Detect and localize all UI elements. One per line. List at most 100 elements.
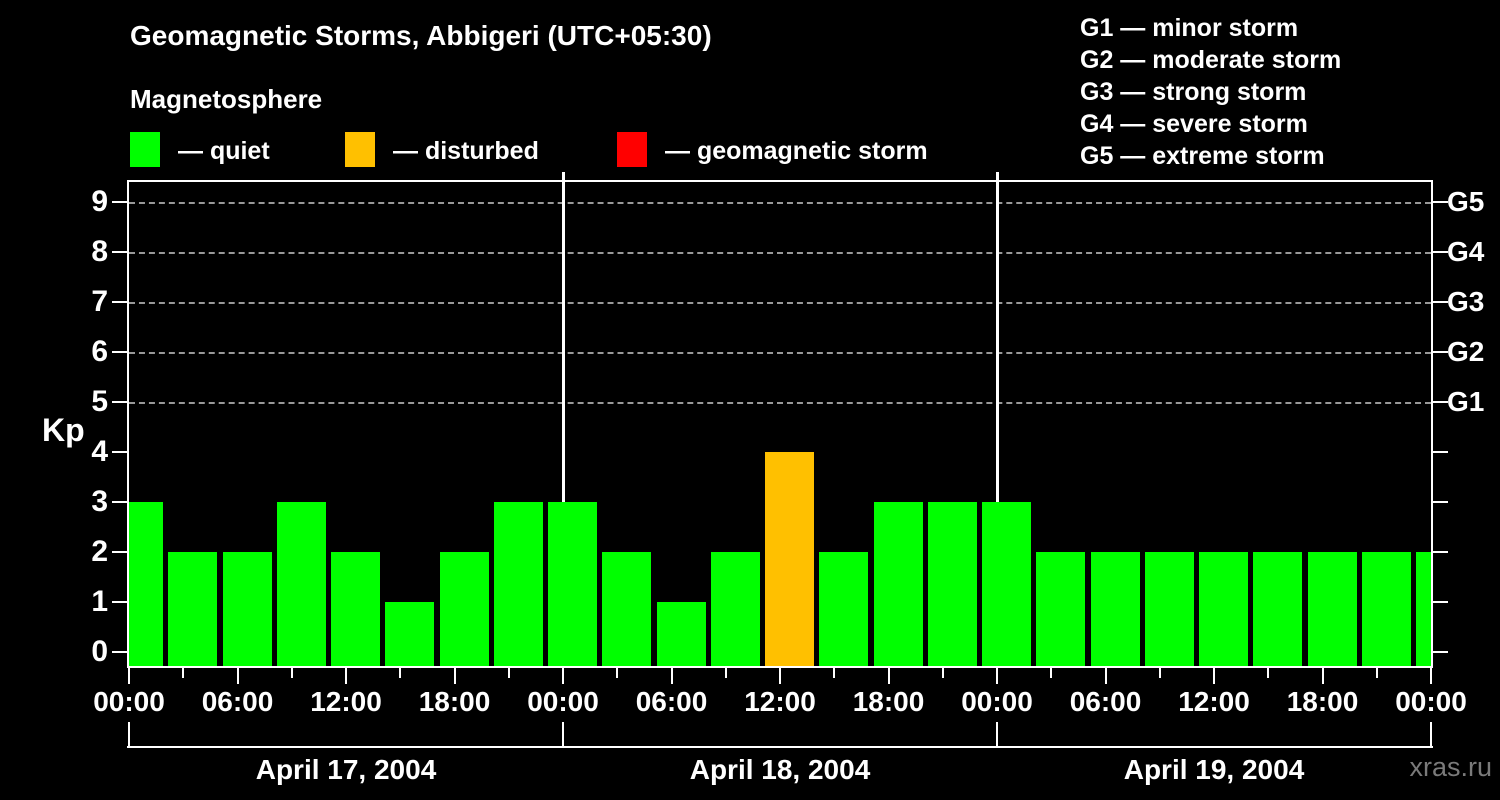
- x-axis-tick: [1050, 668, 1053, 678]
- x-tick-label: 12:00: [310, 686, 382, 717]
- right-axis-tick: [1433, 301, 1448, 303]
- g-legend-line-g4: G4 — severe storm: [1080, 110, 1308, 138]
- date-bracket-tick: [562, 722, 564, 748]
- kp-bar: [168, 552, 218, 666]
- right-axis-tick: [1433, 451, 1448, 453]
- x-tick-label: 18:00: [418, 686, 491, 717]
- date-label: April 18, 2004: [689, 754, 871, 785]
- g-legend-line-g1: G1 — minor storm: [1080, 14, 1299, 42]
- kp-bar: [656, 602, 706, 666]
- kp-bar: [819, 552, 869, 666]
- page-title: Geomagnetic Storms, Abbigeri (UTC+05:30): [130, 20, 712, 51]
- x-axis-tick: [1321, 668, 1324, 684]
- x-axis-tick: [779, 668, 781, 684]
- x-axis-tick: [833, 668, 836, 678]
- x-tick-label: 06:00: [1069, 686, 1142, 717]
- x-axis-tick: [562, 668, 564, 684]
- watermark: xras.ru: [1409, 752, 1492, 782]
- kp-bar: [493, 502, 543, 666]
- legend-label-disturbed: — disturbed: [393, 137, 539, 165]
- y-tick-label: 9: [91, 185, 108, 218]
- date-label: April 19, 2004: [1123, 754, 1305, 785]
- y-axis-tick: [112, 401, 127, 403]
- kp-bar: [1361, 552, 1411, 666]
- g-legend-line-g2: G2 — moderate storm: [1080, 46, 1342, 74]
- x-axis-tick: [345, 668, 347, 684]
- x-axis-tick: [1213, 668, 1215, 684]
- right-axis-label-g2: G2: [1447, 336, 1485, 367]
- kp-bar: [1199, 552, 1248, 666]
- y-tick-label: 8: [91, 235, 108, 268]
- legend-label-quiet: — quiet: [178, 137, 270, 165]
- x-axis-tick: [996, 668, 998, 684]
- kp-bar: [1416, 552, 1431, 666]
- kp-bar: [602, 552, 652, 666]
- kp-bar: [548, 502, 597, 666]
- right-axis-tick: [1433, 551, 1448, 553]
- y-tick-label: 4: [91, 435, 108, 468]
- x-axis-tick: [1430, 668, 1432, 684]
- date-bracket-tick: [996, 722, 998, 748]
- right-axis-tick: [1433, 251, 1448, 253]
- g-legend-line-g3: G3 — strong storm: [1080, 78, 1307, 106]
- g-legend-line-g5: G5 — extreme storm: [1080, 142, 1325, 170]
- y-tick-label: 6: [91, 335, 108, 368]
- x-tick-label: 12:00: [1178, 686, 1250, 717]
- kp-bar: [385, 602, 435, 666]
- x-axis-tick: [724, 668, 727, 678]
- date-bracket-tick: [1430, 722, 1432, 748]
- kp-bar: [1036, 552, 1086, 666]
- gridline-kp5: [129, 402, 1431, 404]
- right-axis-tick: [1433, 601, 1448, 603]
- page-subtitle: Magnetosphere: [130, 84, 323, 114]
- x-tick-label: 00:00: [527, 686, 599, 717]
- x-axis-tick: [1267, 668, 1270, 678]
- gridline-kp6: [129, 352, 1431, 354]
- x-axis-tick: [1375, 668, 1378, 678]
- day-boundary-top-tick: [561, 172, 565, 180]
- kp-bar: [129, 502, 163, 666]
- right-axis-label-g1: G1: [1447, 386, 1485, 417]
- x-tick-label: 00:00: [93, 686, 165, 717]
- right-axis-tick: [1433, 201, 1448, 203]
- x-tick-label: 12:00: [744, 686, 816, 717]
- y-axis-tick: [112, 451, 127, 453]
- x-axis-tick: [182, 668, 185, 678]
- y-axis-tick: [112, 201, 127, 203]
- y-axis-tick: [112, 651, 127, 653]
- right-axis-tick: [1433, 651, 1448, 653]
- x-axis-tick: [616, 668, 619, 678]
- g-scale-legend: G1 — minor storm G2 — moderate storm G3 …: [1080, 12, 1341, 172]
- y-axis-label: Kp: [42, 412, 85, 448]
- kp-bar: [1090, 552, 1140, 666]
- date-bracket-line: [127, 746, 1433, 748]
- y-tick-label: 2: [91, 535, 108, 568]
- right-axis-label-g3: G3: [1447, 286, 1485, 317]
- day-boundary-line: [995, 182, 999, 666]
- x-axis-tick: [236, 668, 239, 684]
- x-tick-label: 00:00: [1395, 686, 1467, 717]
- y-axis-tick: [112, 301, 127, 303]
- y-axis-tick: [112, 601, 127, 603]
- x-axis-tick: [1104, 668, 1107, 684]
- x-tick-label: 00:00: [961, 686, 1033, 717]
- x-tick-label: 06:00: [201, 686, 274, 717]
- y-tick-label: 0: [91, 635, 108, 668]
- right-axis-tick: [1433, 401, 1448, 403]
- date-label: April 17, 2004: [255, 754, 437, 785]
- y-axis-tick: [112, 351, 127, 353]
- x-axis-tick: [128, 668, 130, 684]
- quiet-color-swatch: [130, 132, 160, 167]
- gridline-kp7: [129, 302, 1431, 304]
- gridline-kp8: [129, 252, 1431, 254]
- storm-color-swatch: [617, 132, 647, 167]
- kp-bar: [710, 552, 760, 666]
- right-axis-label-g4: G4: [1447, 236, 1485, 267]
- x-tick-label: 18:00: [1286, 686, 1359, 717]
- kp-bar: [276, 502, 326, 666]
- y-tick-label: 3: [91, 485, 108, 518]
- kp-bar: [1253, 552, 1303, 666]
- y-tick-label: 5: [91, 385, 108, 418]
- x-tick-label: 06:00: [635, 686, 708, 717]
